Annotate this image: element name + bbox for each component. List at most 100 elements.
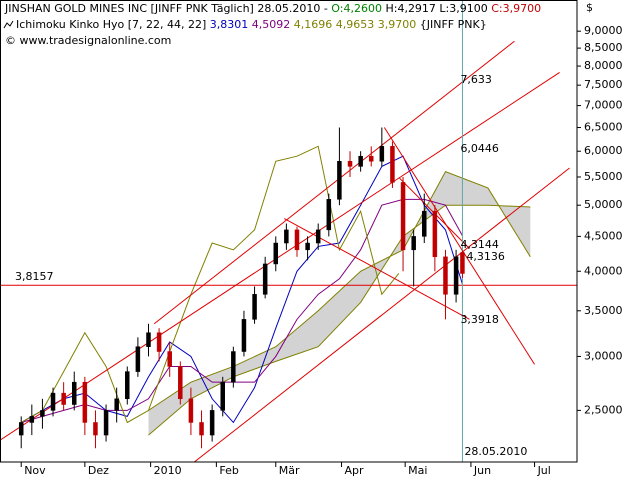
candle-body (453, 256, 459, 295)
candle-body (315, 229, 321, 244)
candle-body (358, 155, 363, 167)
y-tick-label: 9,0000 (584, 24, 623, 37)
trend-line (0, 71, 560, 441)
horizontal-line-label: 3,8157 (15, 270, 54, 283)
header-part: {JINFF PNK} (416, 18, 486, 31)
x-tick-label: Jun (473, 464, 491, 477)
candle-body (326, 199, 332, 231)
cloud-span-b (148, 204, 531, 436)
candle-body (390, 146, 395, 183)
candle-body (125, 371, 130, 400)
annotation-label: 3,3918 (460, 313, 499, 326)
header-part: 4,1696 4,9653 3,9700 (290, 18, 416, 31)
y-tick-label: 6,0000 (584, 144, 623, 157)
trend-line (153, 40, 515, 325)
trend-line (284, 218, 470, 320)
candle-body (82, 381, 88, 423)
y-tick-label: 5,0000 (584, 198, 623, 211)
annotation-label: 6,0446 (460, 142, 499, 155)
candle-body (305, 242, 310, 251)
x-tick-label: 2010 (154, 464, 182, 477)
candle-body (71, 381, 77, 405)
candle-body (199, 422, 204, 436)
candle-body (40, 410, 45, 417)
candle-body (443, 256, 448, 295)
indicator-line (20, 145, 400, 424)
header-part: O:4,2600 (331, 2, 382, 15)
y-tick-label: 7,0000 (584, 99, 623, 112)
y-tick-label: 3,0000 (584, 349, 623, 362)
candle-body (18, 422, 24, 436)
candle-body (220, 381, 225, 411)
trend-line (194, 167, 570, 462)
candle-body (209, 410, 215, 436)
candle-body (347, 161, 353, 167)
candle-body (273, 242, 279, 265)
candle-body (114, 398, 119, 411)
candle-body (156, 332, 162, 352)
candle-body (284, 229, 289, 244)
y-tick-label: 5,5000 (584, 170, 623, 183)
header-part: JINSHAN GOLD MINES INC [JINFF PNK Täglic… (4, 2, 331, 15)
x-tick-label: Dez (88, 464, 109, 477)
candle-body (188, 398, 194, 423)
candle-body (432, 210, 438, 258)
candle-body (178, 366, 183, 400)
candle-body (29, 416, 35, 423)
indicator-icon (3, 20, 14, 29)
y-tick-label: 8,0000 (584, 59, 623, 72)
header-line: © www.tradesignalonline.com (5, 34, 171, 47)
x-tick-label: Nov (24, 464, 46, 477)
candle-body (400, 182, 406, 251)
x-tick-label: Jul (537, 464, 551, 477)
annotation-label: 4,3136 (466, 250, 505, 263)
date-marker-label: 28.05.2010 (464, 445, 527, 458)
candle-body (61, 392, 66, 405)
header-part: Ichimoku Kinko Hyo [7, 22, 44, 22] (16, 18, 210, 31)
y-tick-label: 6,5000 (584, 121, 623, 134)
candle-body (294, 229, 300, 251)
candle-body (231, 351, 236, 383)
axis-unit: $ (586, 1, 593, 14)
candle-body (337, 161, 342, 200)
y-tick-label: 4,5000 (584, 229, 623, 242)
cloud-fill (148, 171, 531, 436)
y-tick-label: 4,0000 (584, 264, 623, 277)
header-part: 4,5092 (248, 18, 290, 31)
y-tick-label: 2,5000 (584, 403, 623, 416)
candle-body (460, 252, 465, 274)
candle-body (50, 392, 56, 411)
candle-body (252, 294, 257, 320)
y-tick-label: 8,5000 (584, 41, 623, 54)
header-part: 3,8301 (210, 18, 249, 31)
header-part: © www.tradesignalonline.com (5, 34, 171, 47)
header-part: H:4,2917 L:3,9100 (382, 2, 491, 15)
candle-body (93, 422, 98, 436)
candle-body (146, 332, 151, 347)
candle-body (241, 319, 247, 352)
candle-body (411, 236, 416, 251)
y-tick-label: 3,5000 (584, 304, 623, 317)
trend-line (383, 127, 535, 365)
annotation-label: 7,633 (460, 73, 492, 86)
candle-body (262, 263, 268, 295)
candle-body (368, 155, 374, 162)
candle-body (135, 346, 141, 372)
x-tick-label: Apr (345, 464, 365, 477)
x-tick-label: Mär (279, 464, 300, 477)
plot-frame (0, 0, 578, 463)
x-tick-label: Mai (408, 464, 427, 477)
candle-body (103, 410, 109, 436)
header-line: JINSHAN GOLD MINES INC [JINFF PNK Täglic… (4, 2, 541, 15)
indicator-line (21, 198, 463, 423)
y-tick-label: 7,5000 (584, 78, 623, 91)
x-tick-label: Feb (219, 464, 238, 477)
candle-body (379, 146, 385, 162)
annotation-label: 4,3144 (460, 238, 499, 251)
cloud-span-a (148, 171, 531, 411)
header-part: C:3,9700 (491, 2, 541, 15)
candle-body (422, 210, 427, 237)
candle-body (167, 351, 172, 367)
plot (0, 0, 577, 462)
